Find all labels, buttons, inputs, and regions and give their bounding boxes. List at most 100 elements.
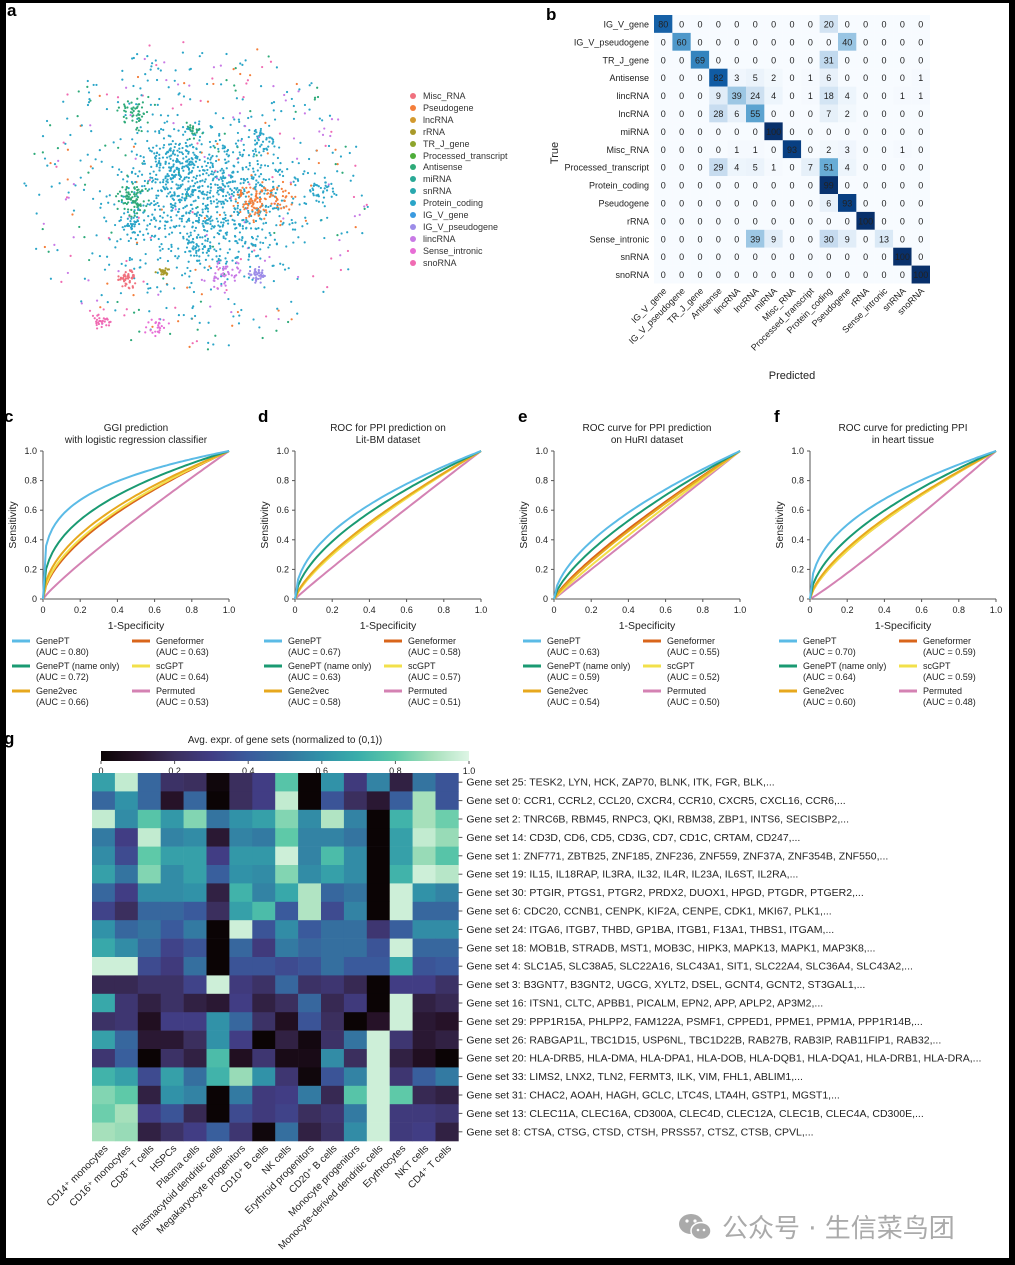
scatter-point [283,93,286,97]
scatter-point [174,173,178,176]
scatter-point [193,212,196,215]
scatter-point [219,186,223,189]
panel-label-e: e [518,407,528,426]
heatmap-cell [92,975,116,995]
scatter-point [241,63,244,66]
scatter-point [62,141,65,144]
cm-cell-value: 0 [845,216,850,226]
scatter-point [306,171,310,175]
scatter-point [174,255,177,258]
legend-auc: (AUC = 0.59) [923,672,976,682]
cm-cell-value: 0 [661,163,666,173]
scatter-point [133,191,136,194]
scatter-point [86,85,89,88]
y-tick-label: 0 [284,594,289,604]
scatter-point [213,171,216,174]
scatter-point [193,229,196,232]
cm-cell-value: 0 [845,270,850,280]
scatter-point [149,103,152,106]
cm-cell-value: 0 [863,181,868,191]
scatter-point [241,227,244,230]
heatmap-cell [160,1012,184,1031]
heatmap-cell [343,1030,368,1050]
scatter-point [195,212,198,216]
heatmap-cell [412,1030,436,1050]
scatter-point [211,162,214,165]
scatter-point [169,216,172,219]
scatter-point [178,224,181,227]
scatter-point [166,120,169,123]
scatter-point [246,79,249,82]
scatter-point [216,170,219,173]
scatter-point [225,79,228,82]
scatter-point [215,198,218,201]
scatter-point [162,205,165,208]
scatter-point [229,214,232,218]
cm-cell-value: 0 [753,270,758,280]
scatter-point [252,176,255,179]
scatter-point [304,219,308,222]
heatmap-cell [206,809,230,829]
scatter-point [221,179,224,183]
heatmap-cell [206,883,230,903]
scatter-point [214,183,217,186]
heatmap-cell [206,1012,230,1031]
scatter-point [234,67,237,70]
legend-auc: (AUC = 0.67) [288,647,341,657]
heatmap-cell [183,865,207,884]
scatter-point [214,140,217,143]
cm-cell-value: 0 [789,252,794,262]
cm-cell-value: 0 [771,109,776,119]
heatmap-cell [92,1012,116,1031]
scatter-point [191,226,194,229]
cm-cell-value: 0 [697,19,702,29]
cm-cell-value: 3 [734,73,739,83]
scatter-point [142,280,145,283]
heatmap-cell [252,791,276,811]
scatter-point [83,277,86,280]
scatter-point [204,204,207,207]
scatter-point [326,286,329,289]
scatter-point [313,182,316,185]
heatmap-cell [389,883,413,903]
scatter-point [148,310,151,313]
heatmap-cell [252,828,276,847]
scatter-point [248,255,251,258]
heatmap-cell [92,1085,116,1105]
heatmap-cell [137,1012,161,1031]
scatter-point [105,107,109,111]
cm-row-label: miRNA [621,127,650,137]
legend-series-name: scGPT [923,661,951,671]
cm-cell-value: 0 [789,73,794,83]
scatter-point [262,178,265,181]
scatter-point [231,259,234,262]
scatter-point [209,183,212,186]
scatter-point [192,200,195,203]
scatter-point [218,134,221,137]
scatter-point [104,144,107,147]
scatter-point [224,198,227,201]
scatter-point [64,142,67,145]
cm-cell-value: 0 [918,145,923,155]
scatter-point [272,100,276,104]
scatter-point [303,103,307,107]
cm-cell-value: 0 [789,216,794,226]
y-axis-title: Sensitivity [259,501,271,549]
cm-cell-value: 0 [918,109,923,119]
scatter-point [183,82,186,85]
cm-cell-value: 0 [716,37,721,47]
scatter-point [222,202,226,205]
scatter-point [232,191,236,194]
scatter-point [207,185,210,188]
scatter-point [247,181,250,184]
scatter-point [255,179,258,182]
heatmap-cell [183,883,207,903]
scatter-point [133,223,137,226]
cm-cell-value: 0 [789,163,794,173]
heatmap-cell [366,920,390,939]
scatter-point [270,102,273,105]
scatter-point [316,86,319,89]
scatter-point [150,65,153,68]
scatter-point [125,308,128,311]
